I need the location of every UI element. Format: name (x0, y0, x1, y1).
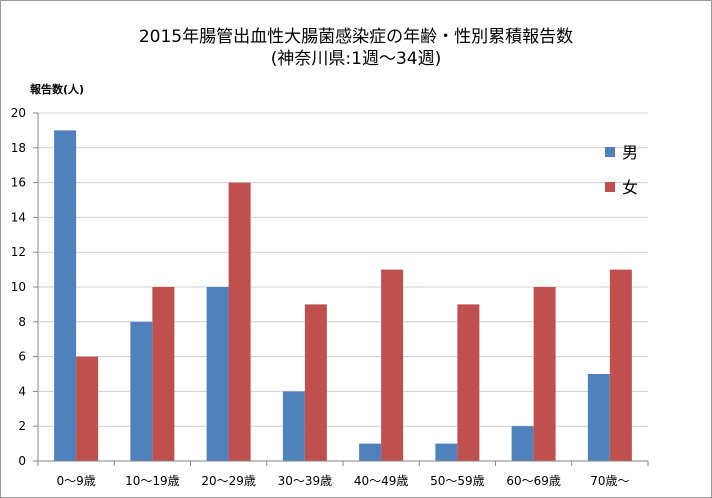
bar-female (228, 182, 251, 461)
chart-title: 2015年腸管出血性大腸菌感染症の年齢・性別累積報告数 (138, 27, 574, 47)
y-tick-label: 20 (11, 106, 26, 120)
bar-male (359, 443, 382, 461)
bar-male (206, 287, 229, 461)
y-tick-label: 16 (11, 176, 26, 190)
x-tick-label: 70歳〜 (590, 474, 629, 488)
legend-label: 男 (622, 143, 638, 162)
x-tick-label: 0〜9歳 (56, 474, 95, 488)
bar-male (587, 374, 610, 461)
y-tick-label: 8 (18, 315, 26, 329)
y-tick-label: 18 (11, 141, 26, 155)
bar-female (457, 304, 480, 461)
legend-label: 女 (622, 178, 638, 197)
bar-male (282, 391, 305, 461)
y-tick-label: 4 (18, 384, 26, 398)
x-tick-label: 60〜69歳 (506, 474, 561, 488)
bar-male (130, 321, 153, 461)
y-tick-label: 0 (18, 454, 26, 468)
legend-swatch (605, 147, 615, 157)
x-tick-label: 30〜39歳 (278, 474, 333, 488)
bar-female (76, 356, 99, 461)
bar-female (152, 287, 175, 461)
y-tick-label: 14 (11, 210, 26, 224)
y-tick-label: 12 (11, 245, 26, 259)
x-tick-label: 10〜19歳 (125, 474, 180, 488)
bar-male (435, 443, 458, 461)
x-tick-label: 40〜49歳 (354, 474, 409, 488)
chart-subtitle: (神奈川県:1週〜34週) (270, 49, 442, 69)
legend-swatch (605, 182, 615, 192)
y-tick-label: 10 (11, 280, 26, 294)
bar-male (511, 426, 534, 461)
x-tick-label: 50〜59歳 (430, 474, 485, 488)
y-tick-label: 2 (18, 419, 26, 433)
y-tick-label: 6 (18, 350, 26, 364)
bar-female (533, 287, 556, 461)
bar-female (304, 304, 327, 461)
y-axis-label: 報告数(人) (30, 82, 84, 96)
bar-female (609, 269, 632, 461)
x-tick-label: 20〜29歳 (201, 474, 256, 488)
bar-female (381, 269, 404, 461)
bar-male (54, 130, 77, 461)
